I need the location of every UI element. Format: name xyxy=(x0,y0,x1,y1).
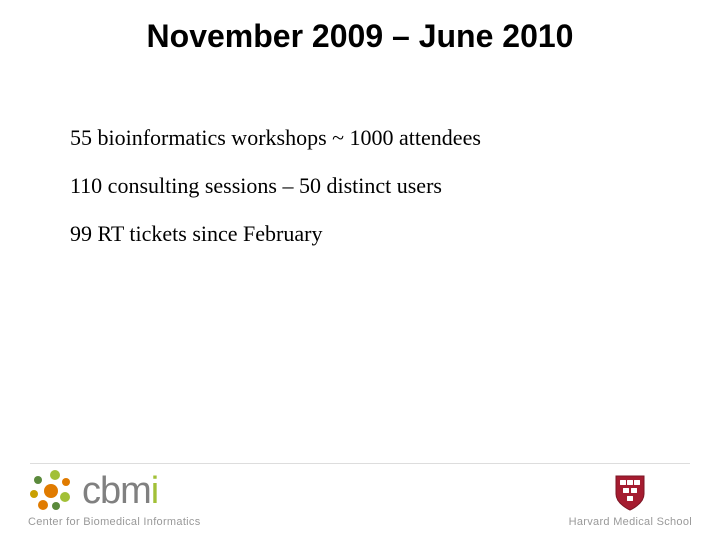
cbmi-dots-icon xyxy=(28,468,76,514)
footer: cbmi Center for Biomedical Informatics H… xyxy=(0,448,720,528)
dot-icon xyxy=(34,476,42,484)
bullet-item: 99 RT tickets since February xyxy=(70,221,650,247)
bullet-item: 55 bioinformatics workshops ~ 1000 atten… xyxy=(70,125,650,151)
slide-title: November 2009 – June 2010 xyxy=(0,0,720,65)
dot-icon xyxy=(52,502,60,510)
slide: November 2009 – June 2010 55 bioinformat… xyxy=(0,0,720,540)
dot-icon xyxy=(50,470,60,480)
dot-icon xyxy=(30,490,38,498)
cbmi-subtitle: Center for Biomedical Informatics xyxy=(28,516,201,528)
dot-icon xyxy=(38,500,48,510)
cbmi-mark: cbmi xyxy=(28,468,158,514)
dot-icon xyxy=(60,492,70,502)
harvard-logo: Harvard Medical School xyxy=(569,474,692,528)
cbmi-text-accent: i xyxy=(151,470,158,512)
dot-icon xyxy=(44,484,58,498)
dot-icon xyxy=(62,478,70,486)
cbmi-text-gray: cbm xyxy=(82,470,151,512)
bullet-item: 110 consulting sessions – 50 distinct us… xyxy=(70,173,650,199)
cbmi-wordmark: cbmi xyxy=(82,470,158,513)
harvard-text: Harvard Medical School xyxy=(569,516,692,528)
harvard-shield-icon xyxy=(614,474,646,512)
content-area: 55 bioinformatics workshops ~ 1000 atten… xyxy=(0,65,720,247)
cbmi-logo: cbmi Center for Biomedical Informatics xyxy=(28,468,201,528)
